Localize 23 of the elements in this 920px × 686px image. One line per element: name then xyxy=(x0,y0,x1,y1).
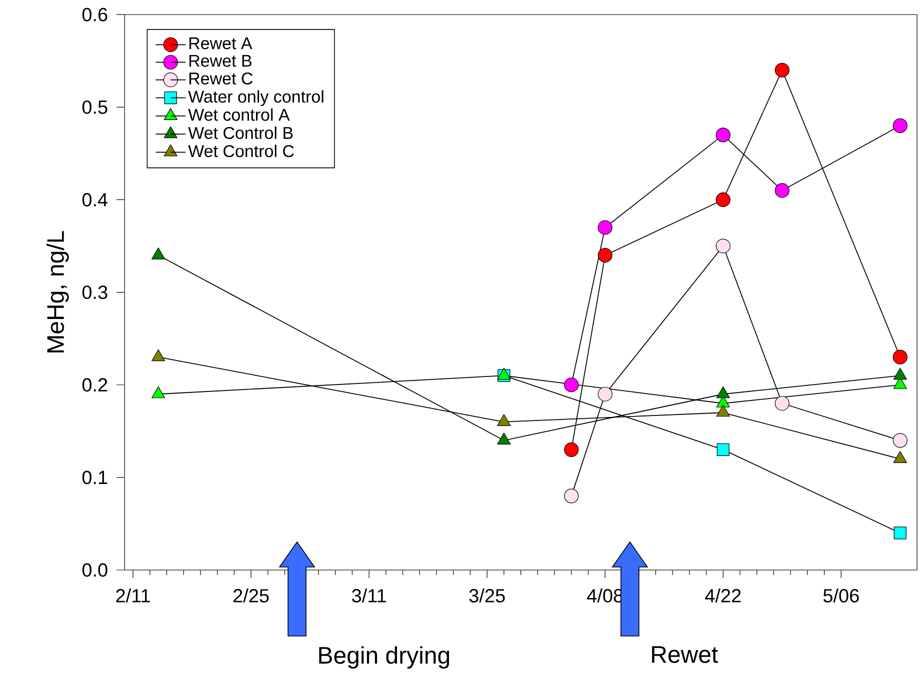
y-tick-label: 0.4 xyxy=(82,193,108,206)
x-tick-label: 2/11 xyxy=(116,588,150,602)
x-tick-label: 3/11 xyxy=(352,588,386,602)
y-tick-label: 0.5 xyxy=(82,100,108,114)
y-tick-label: 0.0 xyxy=(82,563,108,577)
legend-label: Rewet B xyxy=(189,54,252,67)
legend-label: Water only control xyxy=(188,90,324,106)
x-tick-label: 3/25 xyxy=(469,588,505,602)
y-axis-title: MeHg, ng/L xyxy=(46,231,69,352)
legend-label: Wet Control B xyxy=(188,126,293,139)
x-tick-label: 4/22 xyxy=(705,588,741,602)
text: Begin drying xyxy=(319,646,450,669)
legend-label: Rewet A xyxy=(189,37,252,50)
legend-label: Wet control A xyxy=(188,108,290,121)
y-tick-label: 0.2 xyxy=(82,378,108,392)
y-tick-label: 0.6 xyxy=(82,8,108,22)
legend-label: Wet Control C xyxy=(188,144,294,158)
text: Rewet xyxy=(652,646,718,663)
legend-label: Rewet C xyxy=(189,72,253,85)
y-tick-label: 0.3 xyxy=(82,286,108,300)
x-tick-label: 5/06 xyxy=(823,588,859,602)
y-tick-label: 0.1 xyxy=(82,470,108,484)
x-tick-label: 2/25 xyxy=(234,588,269,602)
